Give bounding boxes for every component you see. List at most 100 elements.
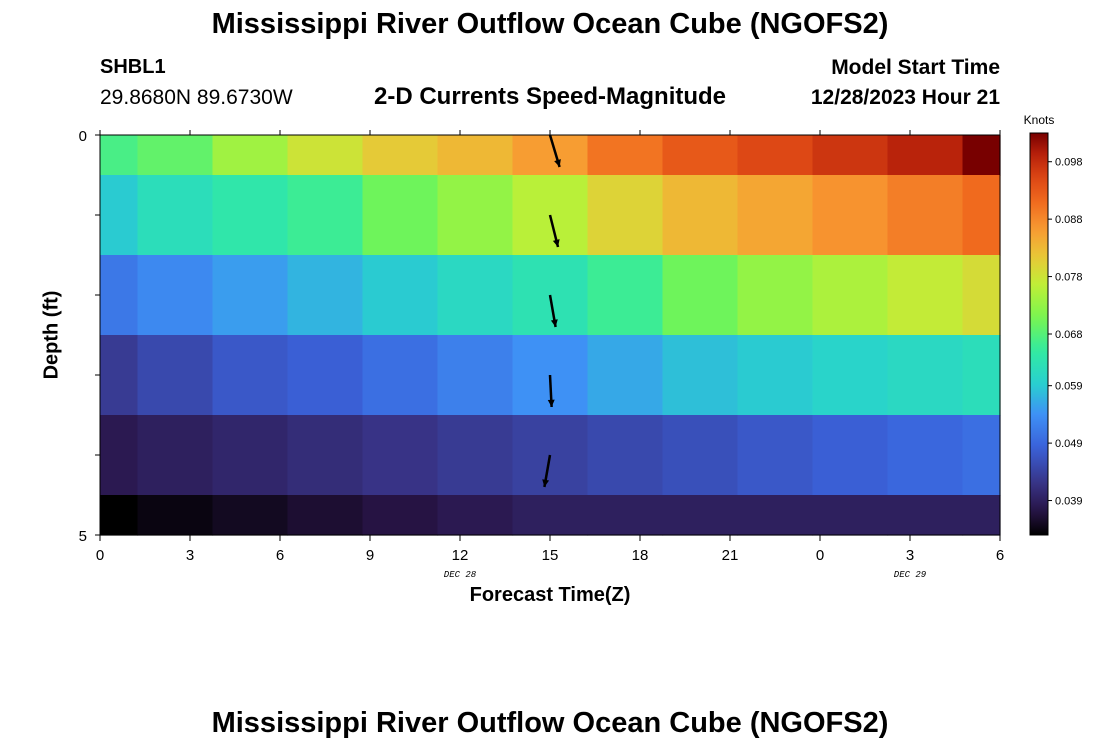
heatmap-cell: [887, 335, 964, 416]
colorbar-tick-label: 0.049: [1055, 438, 1083, 450]
heatmap-cell: [737, 335, 814, 416]
heatmap-cell: [437, 135, 514, 176]
date-label: DEC 29: [894, 570, 927, 580]
x-tick-label: 3: [906, 547, 914, 564]
heatmap-cell: [212, 255, 289, 336]
heatmap-cell: [437, 415, 514, 496]
x-tick-label: 21: [722, 547, 739, 564]
model-start-label: Model Start Time: [831, 56, 1000, 79]
heatmap-cell: [812, 495, 889, 536]
heatmap-cell: [812, 135, 889, 176]
colorbar-tick-label: 0.068: [1055, 329, 1083, 341]
heatmap-cell: [137, 255, 214, 336]
colorbar-tick-label: 0.039: [1055, 496, 1083, 508]
heatmap-cell: [100, 255, 139, 336]
x-tick-label: 9: [366, 547, 374, 564]
x-tick-label: 6: [276, 547, 284, 564]
heatmap-cell: [662, 415, 739, 496]
heatmap-cell: [287, 255, 364, 336]
heatmap-cell: [287, 415, 364, 496]
heatmap-cell: [137, 415, 214, 496]
current-vector-head: [550, 319, 558, 327]
heatmap-cell: [737, 255, 814, 336]
heatmap-cell: [887, 135, 964, 176]
heatmap-cell: [962, 495, 1001, 536]
heatmap-cell: [737, 415, 814, 496]
heatmap-cell: [812, 335, 889, 416]
heatmap-cell: [962, 335, 1001, 416]
heatmap-cell: [737, 135, 814, 176]
heatmap-cell: [587, 255, 664, 336]
x-tick-label: 18: [632, 547, 649, 564]
heatmap-cell: [512, 495, 589, 536]
heatmap-cell: [437, 255, 514, 336]
colorbar-tick-label: 0.078: [1055, 272, 1083, 284]
x-tick-label: 12: [452, 547, 469, 564]
y-tick-label: 5: [79, 528, 87, 545]
heatmap-cell: [662, 175, 739, 256]
heatmap-cell: [887, 495, 964, 536]
heatmap-cell: [100, 495, 139, 536]
heatmap-cell: [437, 175, 514, 256]
y-tick-label: 0: [79, 128, 87, 145]
heatmap-cell: [362, 495, 439, 536]
colorbar-tick-label: 0.059: [1055, 381, 1083, 393]
chart-title: Mississippi River Outflow Ocean Cube (NG…: [211, 8, 889, 40]
current-vector-head: [554, 159, 561, 167]
heatmap-cell: [962, 135, 1001, 176]
heatmap-cell: [587, 335, 664, 416]
heatmap-cell: [362, 175, 439, 256]
heatmap-cell: [100, 135, 139, 176]
heatmap-cell: [662, 335, 739, 416]
x-tick-label: 0: [96, 547, 104, 564]
heatmap-cell: [512, 135, 589, 176]
heatmap-cell: [662, 255, 739, 336]
heatmap-cell: [287, 335, 364, 416]
x-axis-label: Forecast Time(Z): [469, 584, 631, 606]
heatmap-cell: [212, 415, 289, 496]
colorbar: [1029, 132, 1049, 536]
heatmap-cell: [812, 255, 889, 336]
current-vector-head: [552, 239, 560, 247]
heatmap-cell: [362, 135, 439, 176]
heatmap-cell: [812, 415, 889, 496]
heatmap-cell: [362, 415, 439, 496]
heatmap-cell: [137, 335, 214, 416]
heatmap-cell: [662, 495, 739, 536]
heatmap-cell: [437, 335, 514, 416]
heatmap-cell: [962, 175, 1001, 256]
heatmap-cell: [100, 335, 139, 416]
heatmap-cell: [587, 415, 664, 496]
heatmap-cell: [100, 415, 139, 496]
heatmap-cell: [212, 135, 289, 176]
heatmap-cell: [887, 255, 964, 336]
footer-title: Mississippi River Outflow Ocean Cube (NG…: [211, 707, 889, 739]
current-vector-head: [547, 399, 555, 407]
heatmap-cell: [812, 175, 889, 256]
heatmap-cell: [212, 175, 289, 256]
x-tick-label: 0: [816, 547, 824, 564]
heatmap-cell: [137, 135, 214, 176]
heatmap-cell: [287, 135, 364, 176]
heatmap-cell: [587, 175, 664, 256]
heatmap-cell: [362, 255, 439, 336]
x-tick-label: 3: [186, 547, 194, 564]
colorbar-tick-label: 0.088: [1055, 214, 1083, 226]
heatmap-cell: [737, 495, 814, 536]
heatmap-cell: [662, 135, 739, 176]
x-tick-label: 15: [542, 547, 559, 564]
heatmap-cell: [287, 495, 364, 536]
heatmap-cell: [962, 415, 1001, 496]
heatmap-cell: [962, 255, 1001, 336]
station-id: SHBL1: [100, 56, 166, 78]
heatmap-cell: [887, 175, 964, 256]
heatmap-cell: [212, 495, 289, 536]
heatmap-cell: [212, 335, 289, 416]
heatmap-cell: [137, 495, 214, 536]
heatmap-cell: [137, 175, 214, 256]
chart-subtitle: 2-D Currents Speed-Magnitude: [373, 83, 727, 110]
heatmap-cell: [737, 175, 814, 256]
current-vector-head: [542, 479, 550, 487]
heatmap-cell: [362, 335, 439, 416]
